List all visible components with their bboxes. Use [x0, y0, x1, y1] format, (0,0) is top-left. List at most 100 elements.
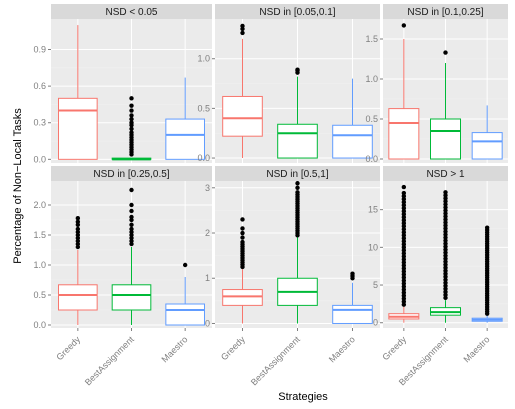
x-axis-title: Strategies — [278, 391, 328, 403]
box-maestro — [471, 225, 503, 323]
y-tick-label: 0.5 — [197, 103, 210, 113]
box-iqr — [332, 304, 373, 324]
outlier-point — [295, 190, 300, 195]
outlier-point — [240, 30, 245, 36]
box-maestro — [332, 78, 373, 159]
outlier-point — [129, 226, 134, 232]
outlier-point — [350, 271, 355, 276]
outlier-point — [240, 217, 245, 222]
outlier-point — [443, 274, 448, 279]
outlier-point — [129, 108, 134, 113]
outlier-point — [401, 227, 407, 232]
box-iqr — [277, 123, 318, 159]
outlier-point — [401, 284, 407, 289]
outlier-point — [401, 214, 407, 220]
outlier-point — [182, 262, 188, 268]
outlier-point — [443, 247, 448, 252]
outlier-point — [443, 289, 448, 295]
outlier-point — [401, 242, 407, 247]
box-greedy — [58, 25, 98, 160]
outlier-point — [443, 244, 448, 249]
outlier-point — [401, 208, 407, 214]
x-tick-label: Greedy — [219, 334, 247, 362]
facet-panel: NSD in [0.25,0.5] 0.0 0.5 1.0 1.5 2.0 Greedy Be… — [33, 166, 212, 387]
facet-title: NSD > 1 — [426, 169, 465, 180]
box-bestassignment — [111, 187, 152, 325]
facet-grid: NSD < 0.05 0.0 0.3 0.6 0.9 NSD in [0.05,0.1] 0… — [33, 4, 508, 387]
outlier-point — [443, 229, 448, 234]
outlier-point — [129, 103, 134, 108]
outlier-point — [401, 199, 407, 205]
outlier-point — [401, 230, 407, 235]
outlier-point — [401, 236, 407, 241]
outlier-point — [443, 193, 448, 198]
facet-strip — [383, 4, 508, 19]
outlier-point — [129, 202, 134, 208]
y-tick-label: 1.5 — [33, 230, 46, 240]
outlier-point — [129, 130, 134, 135]
outlier-point — [443, 268, 448, 273]
y-tick-label: 1.0 — [197, 54, 210, 64]
outlier-point — [443, 277, 448, 282]
outlier-point — [129, 113, 134, 118]
outlier-point — [401, 257, 407, 262]
outlier-point — [443, 196, 448, 201]
outlier-point — [129, 222, 134, 227]
box-greedy — [222, 217, 263, 324]
box-iqr — [332, 124, 373, 159]
outlier-point — [401, 299, 407, 304]
box-iqr — [222, 289, 263, 306]
box-greedy — [388, 23, 420, 160]
box-maestro — [165, 77, 205, 160]
box-bestassignment — [430, 190, 461, 323]
outlier-point — [484, 225, 490, 230]
facet-strip — [215, 4, 380, 19]
box-iqr — [111, 284, 152, 311]
box-maestro — [332, 271, 373, 324]
outlier-point — [443, 265, 448, 270]
outlier-point — [401, 278, 407, 283]
outlier-point — [129, 214, 134, 220]
y-tick-label: 0 — [373, 318, 378, 328]
outlier-point — [443, 235, 448, 240]
outlier-point — [443, 250, 448, 255]
y-tick-label: 0.3 — [33, 118, 46, 128]
outlier-point — [443, 214, 448, 219]
outlier-point — [443, 232, 448, 237]
outlier-point — [295, 185, 300, 190]
outlier-point — [240, 226, 245, 231]
outlier-point — [401, 263, 407, 268]
box-bestassignment — [277, 181, 318, 324]
facet-title: NSD in [0.1,0.25] — [407, 7, 483, 18]
box-greedy — [388, 184, 420, 323]
outlier-point — [295, 67, 300, 72]
outlier-point — [401, 184, 407, 190]
outlier-point — [240, 23, 245, 29]
outlier-point — [443, 202, 448, 207]
outlier-point — [401, 248, 407, 253]
box-maestro — [471, 105, 503, 160]
box-iqr — [430, 118, 461, 160]
box-iqr — [388, 108, 420, 160]
x-tick-label: Maestro — [160, 334, 190, 364]
outlier-point — [443, 295, 448, 301]
y-tick-label: 0.0 — [365, 154, 378, 164]
box-iqr — [165, 303, 205, 326]
outlier-point — [443, 238, 448, 243]
y-tick-label: 1 — [205, 273, 210, 283]
y-tick-label: 1.5 — [365, 34, 378, 44]
outlier-point — [401, 272, 407, 277]
outlier-point — [443, 253, 448, 258]
outlier-point — [401, 224, 407, 229]
outlier-point — [75, 226, 81, 232]
outlier-point — [443, 286, 448, 291]
outlier-point — [443, 205, 448, 210]
outlier-point — [129, 120, 134, 125]
outlier-point — [443, 223, 448, 228]
y-tick-label: 1.0 — [33, 260, 46, 270]
outlier-point — [401, 190, 407, 196]
box-iqr — [222, 95, 263, 137]
facet-strip — [51, 4, 212, 19]
box-bestassignment — [430, 50, 461, 160]
